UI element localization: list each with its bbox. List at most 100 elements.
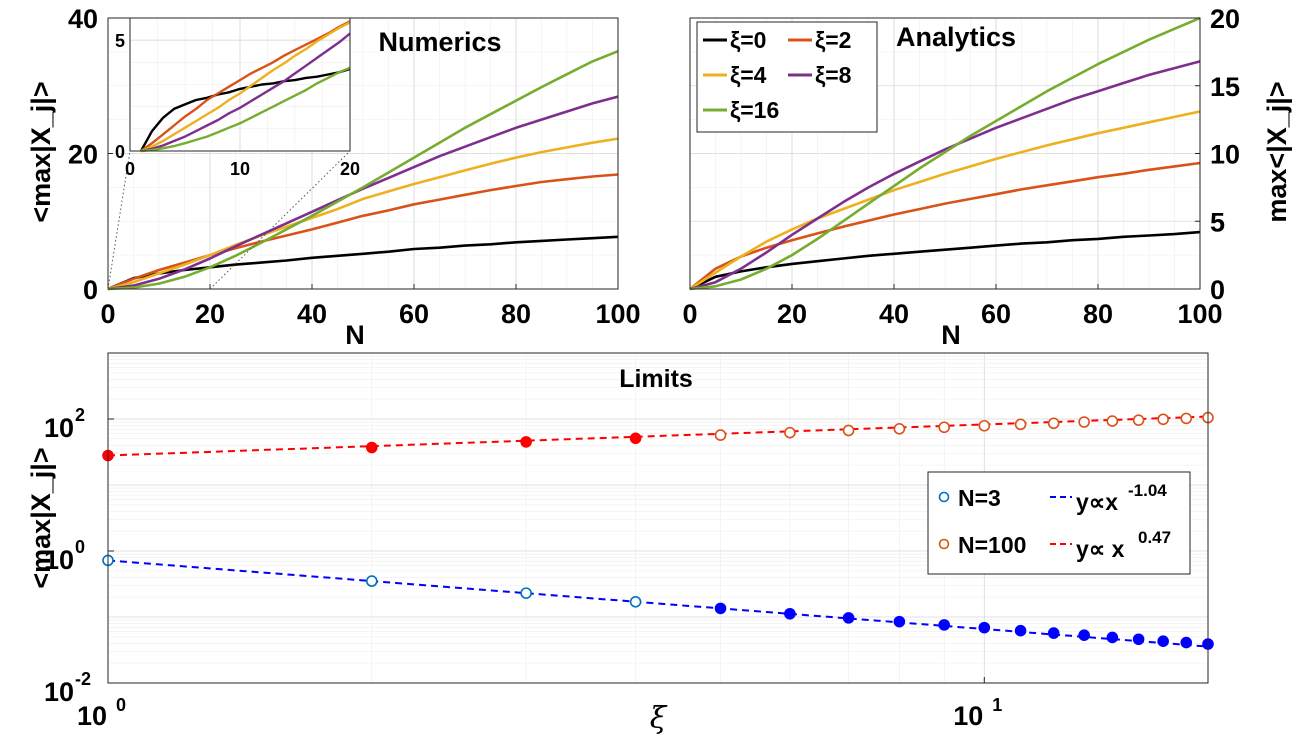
marker-n-100 bbox=[520, 436, 532, 448]
marker-n-100 bbox=[1047, 417, 1060, 430]
y-tick-label: 10 bbox=[44, 545, 74, 575]
x-tick-label: 60 bbox=[399, 299, 429, 329]
legend-label-0: ξ=0 bbox=[730, 27, 766, 53]
y-tick-label: 0 bbox=[83, 275, 98, 305]
marker-n-100 bbox=[842, 424, 855, 437]
legend-fit-exponent-0-47: 0.47 bbox=[1138, 528, 1171, 547]
x-tick-label: 0 bbox=[682, 299, 697, 329]
legend-label-2: ξ=2 bbox=[815, 27, 851, 53]
marker-n-100 bbox=[784, 426, 796, 439]
x-tick-exponent: 1 bbox=[992, 695, 1002, 715]
legend-label-4: ξ=4 bbox=[730, 62, 767, 88]
y-tick-label: 10 bbox=[44, 413, 74, 443]
limits-legend-box bbox=[927, 471, 1191, 575]
inset-x-tick-label: 0 bbox=[125, 159, 135, 179]
legend-marker-n-3 bbox=[938, 491, 950, 503]
inset-series-line-16 bbox=[140, 66, 351, 153]
y-tick-label: 5 bbox=[1210, 207, 1225, 237]
marker-n-100 bbox=[365, 441, 378, 454]
y-tick-label: 20 bbox=[68, 140, 98, 170]
inset-series-line-8 bbox=[140, 32, 351, 153]
legend-fit-exponent-1-04: -1.04 bbox=[1128, 481, 1167, 500]
numerics-x-label: N bbox=[345, 320, 365, 350]
inset-zoom-guide-right bbox=[209, 150, 351, 290]
marker-n-3 bbox=[784, 607, 796, 620]
limits-frame bbox=[107, 352, 1209, 684]
marker-n-100 bbox=[1106, 415, 1119, 427]
marker-n-3 bbox=[365, 575, 378, 587]
marker-n-3 bbox=[1180, 636, 1193, 649]
x-tick-label: 40 bbox=[879, 299, 909, 329]
x-tick-label: 10 bbox=[953, 701, 983, 731]
marker-n-100 bbox=[714, 429, 727, 441]
inset-x-tick-label: 10 bbox=[230, 159, 250, 179]
y-tick-label: 0 bbox=[1210, 275, 1225, 305]
marker-n-100 bbox=[893, 423, 906, 435]
limits-y-label: <max|X_j|> bbox=[26, 447, 56, 588]
y-tick-exponent: -2 bbox=[75, 669, 91, 689]
numerics-title: Numerics bbox=[378, 27, 501, 57]
marker-n-3 bbox=[978, 621, 991, 634]
marker-n-100 bbox=[629, 432, 642, 445]
marker-n-100 bbox=[938, 421, 951, 434]
marker-n-100 bbox=[1132, 414, 1145, 426]
y-tick-label: 10 bbox=[1210, 140, 1240, 170]
inset-series-line-0 bbox=[139, 67, 351, 152]
marker-n-3 bbox=[1047, 627, 1060, 639]
x-tick-label: 20 bbox=[777, 299, 807, 329]
x-tick-label: 40 bbox=[297, 299, 327, 329]
y-tick-label: 20 bbox=[1210, 4, 1240, 34]
legend-label-8: ξ=8 bbox=[815, 62, 852, 88]
x-tick-label: 80 bbox=[1083, 299, 1113, 329]
series-line-16 bbox=[107, 49, 619, 291]
legend-fit-label-0-47: y∝ x bbox=[1076, 536, 1125, 562]
marker-n-3 bbox=[714, 602, 727, 615]
y-tick-exponent: 0 bbox=[75, 537, 85, 557]
limits-legend: N=3 N=100 y∝x -1.04 y∝ x 0.47 bbox=[927, 471, 1191, 575]
marker-n-3 bbox=[1106, 631, 1119, 644]
marker-n-3 bbox=[1132, 633, 1145, 646]
series-line-16 bbox=[689, 16, 1201, 291]
legend-label-n-3: N=3 bbox=[958, 485, 1001, 511]
x-tick-exponent: 0 bbox=[116, 695, 126, 715]
inset-zoom-guide-left bbox=[107, 150, 131, 290]
numerics-inset: 0 10 20 0 5 bbox=[115, 17, 360, 179]
y-tick-exponent: 2 bbox=[75, 405, 85, 425]
marker-n-3 bbox=[1078, 629, 1090, 641]
x-tick-label: 0 bbox=[100, 299, 115, 329]
inset-y-tick-label: 5 bbox=[115, 31, 125, 51]
x-tick-label: 10 bbox=[77, 701, 107, 731]
inset-y-tick-label: 0 bbox=[115, 142, 125, 162]
y-tick-label: 15 bbox=[1210, 72, 1240, 102]
limits-x-label: ξ bbox=[650, 701, 668, 736]
x-tick-label: 60 bbox=[981, 299, 1011, 329]
y-tick-label: 10 bbox=[44, 677, 74, 707]
limits-panel: 10 0 10 110 -210 010 2 Limits ξ <max|X_j|> N=3… bbox=[26, 352, 1214, 736]
inset-series-line-2 bbox=[140, 20, 351, 152]
analytics-title: Analytics bbox=[896, 22, 1016, 52]
analytics-legend: ξ=0 ξ=2 ξ=4 ξ=8 ξ=16 bbox=[696, 21, 878, 133]
y-tick-label: 40 bbox=[68, 4, 98, 34]
marker-n-100 bbox=[1157, 413, 1169, 426]
marker-n-3 bbox=[842, 612, 855, 624]
inset-x-tick-label: 20 bbox=[340, 159, 360, 179]
x-tick-label: 100 bbox=[1177, 299, 1222, 329]
marker-n-100 bbox=[1078, 416, 1090, 428]
marker-n-100 bbox=[1180, 412, 1193, 425]
legend-fit-label-1-04: y∝x bbox=[1076, 489, 1118, 515]
legend-label-16: ξ=16 bbox=[730, 97, 779, 123]
series-line-4 bbox=[107, 137, 619, 291]
x-tick-label: 20 bbox=[195, 299, 225, 329]
inset-series-line-4 bbox=[140, 21, 351, 153]
legend-label-n-100: N=100 bbox=[958, 532, 1026, 558]
fit-line-1-04 bbox=[107, 559, 1209, 648]
x-tick-label: 100 bbox=[595, 299, 640, 329]
inset-frame bbox=[129, 17, 351, 152]
marker-n-100 bbox=[978, 419, 991, 432]
series-line-0 bbox=[689, 230, 1201, 291]
series-line-8 bbox=[689, 60, 1201, 291]
legend-marker-n-100 bbox=[938, 538, 950, 550]
analytics-y-label: max<|X_j|> bbox=[1262, 81, 1292, 222]
